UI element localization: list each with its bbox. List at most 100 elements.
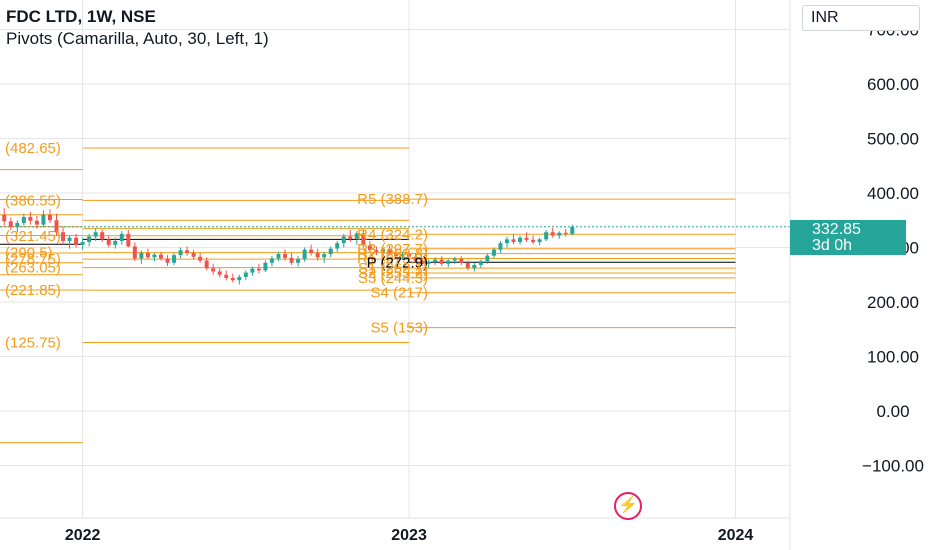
candle-body — [504, 239, 509, 244]
candle-body — [276, 254, 281, 259]
candle-body — [67, 237, 72, 241]
candle-body — [518, 237, 523, 243]
candle-body — [178, 250, 183, 256]
candle-body — [230, 278, 235, 281]
candle-body — [563, 232, 568, 234]
candle-body — [459, 258, 464, 263]
candle-body — [126, 233, 131, 247]
price-tick-label: 600.00 — [867, 75, 919, 94]
chart-grid — [0, 0, 790, 518]
candle-body — [269, 258, 274, 263]
last-price-tag: 332.85 3d 0h — [790, 220, 906, 255]
candle-body — [478, 261, 483, 265]
candle-body — [87, 236, 92, 243]
candle-body — [54, 220, 59, 233]
pivot-label: (263.05) — [5, 260, 61, 277]
candle-body — [185, 250, 190, 253]
indicator-title[interactable]: Pivots (Camarilla, Auto, 30, Left, 1) — [6, 29, 269, 48]
candle-body — [296, 258, 301, 263]
candle-body — [302, 249, 307, 259]
pivot-label: P (272.9) — [367, 254, 428, 271]
candle-body — [498, 243, 503, 250]
candle-body — [341, 236, 346, 244]
price-axis[interactable]: 700.00600.00500.00400.00300.00200.00100.… — [789, 0, 924, 550]
pivot-label: S2 (253.2) — [358, 265, 428, 282]
candle-body — [74, 237, 79, 245]
candle-body — [491, 249, 496, 256]
price-tick-label: 0.00 — [876, 402, 909, 421]
candle-body — [41, 214, 46, 225]
candle-body — [211, 268, 216, 272]
candle-body — [511, 239, 516, 243]
candle-body — [28, 216, 33, 221]
candle-body — [309, 249, 314, 253]
candle-body — [407, 254, 412, 257]
pivot-label: S1 (262.1) — [358, 260, 428, 277]
candle-body — [152, 254, 157, 258]
candle-body — [61, 232, 66, 241]
symbol-title[interactable]: FDC LTD, 1W, NSE — [6, 7, 156, 26]
price-tick-label: 500.00 — [867, 130, 919, 149]
currency-button[interactable]: INR — [802, 5, 920, 31]
pivot-lines — [0, 147, 790, 444]
candle-body — [570, 226, 575, 234]
candle-body — [550, 232, 555, 236]
candle-body — [531, 239, 536, 243]
time-tick-label: 2023 — [391, 527, 427, 544]
candle-body — [158, 254, 163, 259]
candle-body — [335, 243, 340, 249]
candle-body — [283, 254, 288, 258]
candle-body — [380, 249, 385, 252]
candle-body — [243, 272, 248, 277]
candle-body — [485, 255, 490, 262]
candle-body — [47, 214, 52, 221]
candle-body — [198, 256, 203, 261]
pivot-label: R3 (297.7) — [357, 241, 428, 258]
chart-legend: FDC LTD, 1W, NSE Pivots (Camarilla, Auto… — [6, 6, 269, 50]
candle-body — [15, 222, 20, 227]
candle-body — [132, 246, 137, 259]
candle-body — [34, 220, 39, 225]
candle-body — [374, 250, 379, 252]
time-axis[interactable]: 2022 2023 2024 — [0, 517, 790, 544]
pivot-label: (278.75) — [5, 251, 61, 268]
price-tick-label: 400.00 — [867, 184, 919, 203]
candle-body — [204, 260, 209, 269]
candle-body — [80, 242, 85, 245]
pivot-label: R2 (288.8) — [357, 246, 428, 263]
candle-body — [8, 221, 13, 227]
candle-body — [322, 254, 327, 258]
candle-body — [544, 232, 549, 240]
candle-body — [328, 248, 333, 255]
candle-body — [439, 259, 444, 264]
candle-body — [537, 239, 542, 243]
pivot-label: (290.5) — [5, 245, 53, 262]
candle-body — [446, 260, 451, 264]
candle-body — [172, 255, 177, 263]
time-tick-label: 2024 — [718, 527, 754, 544]
candle-body — [263, 262, 268, 271]
pivot-label: (221.85) — [5, 282, 61, 299]
candle-body — [557, 232, 562, 236]
lightning-icon[interactable]: ⚡ — [614, 492, 642, 520]
candle-body — [361, 233, 366, 246]
candle-body — [2, 214, 7, 222]
pivot-label: R4 (324.2) — [357, 226, 428, 243]
candle-body — [165, 258, 170, 263]
candle-body — [237, 276, 242, 281]
candle-body — [256, 268, 261, 271]
price-tick-label: 200.00 — [867, 293, 919, 312]
candle-body — [420, 260, 425, 264]
candle-body — [413, 256, 418, 261]
candle-body — [21, 216, 26, 223]
candle-body — [472, 264, 477, 269]
pivot-label: (482.65) — [5, 140, 61, 157]
pivot-label: R5 (388.7) — [357, 191, 428, 208]
candle-body — [145, 252, 150, 258]
candlesticks — [2, 208, 575, 285]
price-tick-label: 100.00 — [867, 348, 919, 367]
candle-body — [224, 274, 229, 279]
candle-body — [400, 254, 405, 257]
candle-body — [191, 252, 196, 257]
